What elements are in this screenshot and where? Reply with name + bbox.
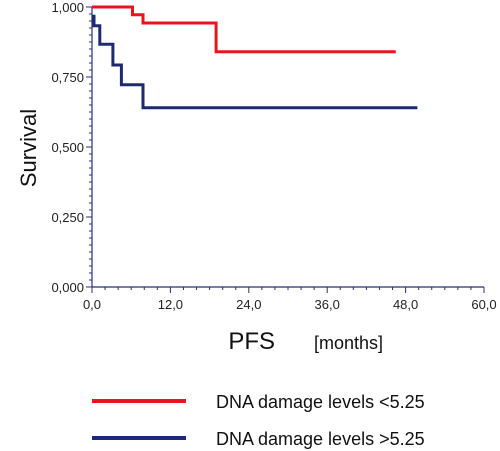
series-line-0 xyxy=(92,5,396,54)
legend-label-low: DNA damage levels <5.25 xyxy=(216,392,425,412)
y-tick-label: 0,250 xyxy=(51,210,84,225)
x-tick-label: 48,0 xyxy=(393,297,418,312)
x-tick-label: 12,0 xyxy=(158,297,183,312)
series-layer xyxy=(92,5,418,110)
x-tick-label: 60,0 xyxy=(471,297,496,312)
y-tick-label: 0,000 xyxy=(51,280,84,295)
y-axis-label: Survival xyxy=(16,109,41,187)
y-tick-label: 0,750 xyxy=(51,70,84,85)
x-tick-label: 24,0 xyxy=(236,297,261,312)
legend-label-high: DNA damage levels >5.25 xyxy=(216,429,425,449)
series-line-1 xyxy=(92,14,418,110)
x-axis-label: PFS xyxy=(228,328,275,355)
axes xyxy=(91,7,484,288)
ticks: 0,000 0,250 0,500 0,750 1,000 0,0 12,0 24,0 36,0… xyxy=(51,0,496,312)
legend: DNA damage levels <5.25 DNA damage level… xyxy=(92,392,425,449)
x-axis-unit-label: [months] xyxy=(314,333,383,353)
y-tick-label: 0,500 xyxy=(51,140,84,155)
x-tick-label: 36,0 xyxy=(315,297,340,312)
y-tick-label: 1,000 xyxy=(51,0,84,15)
x-tick-label: 0,0 xyxy=(83,297,101,312)
